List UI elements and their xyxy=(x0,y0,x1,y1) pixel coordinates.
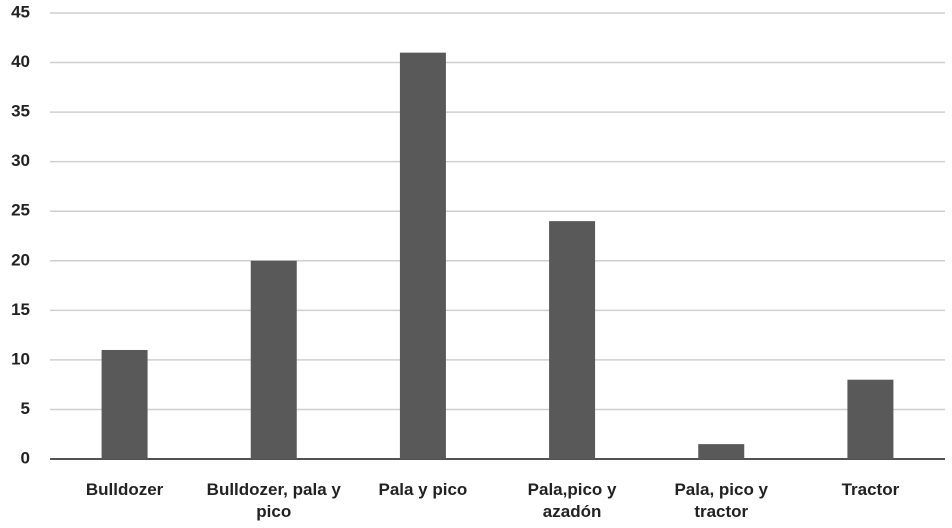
y-tick-label: 35 xyxy=(11,102,30,121)
x-tick-label: Bulldozer, pala y pico xyxy=(206,480,341,521)
y-tick-label: 20 xyxy=(11,250,30,269)
y-tick-label: 5 xyxy=(21,399,30,418)
bar xyxy=(101,349,148,459)
y-tick-label: 15 xyxy=(11,300,30,319)
bar xyxy=(847,379,894,459)
bar xyxy=(399,52,446,460)
x-tick-label: Pala, pico y tractor xyxy=(674,480,769,521)
x-tick-label: Bulldozer xyxy=(85,480,164,499)
x-tick-label: Pala y pico xyxy=(378,480,468,499)
y-tick-label: 30 xyxy=(11,151,30,170)
bar xyxy=(698,444,745,459)
bar xyxy=(549,221,596,459)
y-tick-label: 0 xyxy=(21,448,30,467)
x-tick-label: Tractor xyxy=(841,480,900,499)
y-tick-label: 40 xyxy=(11,52,30,71)
x-tick-label: Pala,pico y azadón xyxy=(527,480,617,521)
y-tick-label: 10 xyxy=(11,349,30,368)
y-tick-label: 45 xyxy=(11,2,30,21)
y-tick-label: 25 xyxy=(11,201,30,220)
bar xyxy=(250,260,297,459)
